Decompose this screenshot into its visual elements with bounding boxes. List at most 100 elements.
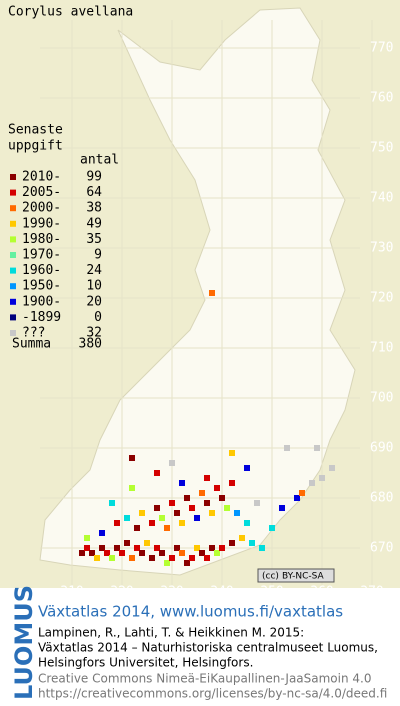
record-square (129, 485, 135, 491)
record-square (169, 460, 175, 466)
record-square (194, 515, 200, 521)
record-square (204, 500, 210, 506)
x-tick-label: 330 (160, 585, 183, 600)
record-square (219, 545, 225, 551)
y-tick-label: 730 (370, 241, 393, 256)
record-square (199, 550, 205, 556)
record-square (104, 550, 110, 556)
record-square (184, 560, 190, 566)
atlas-link[interactable]: Växtatlas 2014, www.luomus.fi/vaxtatlas (38, 603, 343, 621)
legend-swatch (10, 298, 16, 305)
legend-swatch (10, 314, 16, 321)
record-square (79, 550, 85, 556)
record-square (114, 520, 120, 526)
record-square (204, 475, 210, 481)
legend-label: 1950- (22, 279, 61, 294)
legend-count: 32 (86, 326, 102, 341)
record-square (94, 555, 100, 561)
record-square (129, 555, 135, 561)
record-square (214, 485, 220, 491)
y-tick-label: 690 (370, 441, 393, 456)
legend-swatch (10, 330, 16, 336)
record-square (249, 540, 255, 546)
record-square (159, 550, 165, 556)
record-square (124, 515, 130, 521)
record-square (159, 515, 165, 521)
legend-swatch (10, 283, 16, 290)
legend-label: 1980- (22, 232, 61, 247)
record-square (209, 545, 215, 551)
record-square (129, 455, 135, 461)
legend-swatch (10, 252, 16, 258)
record-square (149, 555, 155, 561)
y-tick-label: 710 (370, 341, 393, 356)
record-square (259, 545, 265, 551)
record-square (219, 495, 225, 501)
legend-count: 0 (94, 310, 102, 325)
legend-label: 1970- (22, 248, 61, 263)
y-tick-label: 760 (370, 91, 393, 106)
x-tick-label: 370 (360, 585, 383, 600)
record-square (204, 555, 210, 561)
record-square (229, 450, 235, 456)
record-square (279, 505, 285, 511)
legend-count: 38 (86, 201, 102, 216)
record-square (209, 510, 215, 516)
legend-swatch (10, 220, 16, 227)
record-square (239, 535, 245, 541)
y-tick-label: 770 (370, 41, 393, 56)
x-tick-label: 360 (310, 585, 333, 600)
x-tick-label: 320 (110, 585, 133, 600)
x-tick-label: 350 (260, 585, 283, 600)
legend-count: 99 (86, 170, 102, 185)
y-tick-label: 680 (370, 491, 393, 506)
record-square (154, 545, 160, 551)
record-square (174, 545, 180, 551)
y-tick-label: 720 (370, 291, 393, 306)
record-square (89, 550, 95, 556)
squares (79, 290, 335, 566)
record-square (84, 545, 90, 551)
license-url[interactable]: https://creativecommons.org/licenses/by-… (38, 687, 387, 701)
legend-count: 24 (86, 263, 102, 278)
legend-label: 2000- (22, 201, 61, 216)
y-tick-label: 740 (370, 191, 393, 206)
record-square (164, 560, 170, 566)
legend-label: 2005- (22, 185, 61, 200)
record-square (154, 505, 160, 511)
legend-label: 1960- (22, 263, 61, 278)
record-square (179, 480, 185, 486)
total-label: Summa (12, 337, 51, 352)
record-square (199, 490, 205, 496)
legend-title: Senaste (8, 123, 63, 138)
record-square (179, 550, 185, 556)
record-square (84, 535, 90, 541)
record-square (169, 500, 175, 506)
record-square (244, 520, 250, 526)
legend-swatch (10, 205, 16, 212)
legend-swatch (10, 189, 16, 196)
license-badge-text: BY-NC-SA (282, 572, 325, 582)
record-square (189, 555, 195, 561)
legend-count: 49 (86, 216, 102, 231)
count-header: antal (80, 153, 119, 168)
record-square (139, 510, 145, 516)
record-square (164, 525, 170, 531)
y-tick-label: 750 (370, 141, 393, 156)
record-square (294, 495, 300, 501)
y-tick-label: 700 (370, 391, 393, 406)
record-square (229, 480, 235, 486)
legend-label: -1899 (22, 310, 61, 325)
record-square (139, 550, 145, 556)
record-square (214, 550, 220, 556)
record-square (149, 520, 155, 526)
legend-label: ??? (22, 326, 45, 341)
record-square (319, 475, 325, 481)
record-square (284, 445, 290, 451)
record-square (244, 465, 250, 471)
legend-count: 35 (86, 232, 102, 247)
logo: LUOMUS (10, 585, 38, 700)
record-square (144, 540, 150, 546)
citation: Helsingfors Universitet, Helsingfors. (38, 656, 253, 670)
